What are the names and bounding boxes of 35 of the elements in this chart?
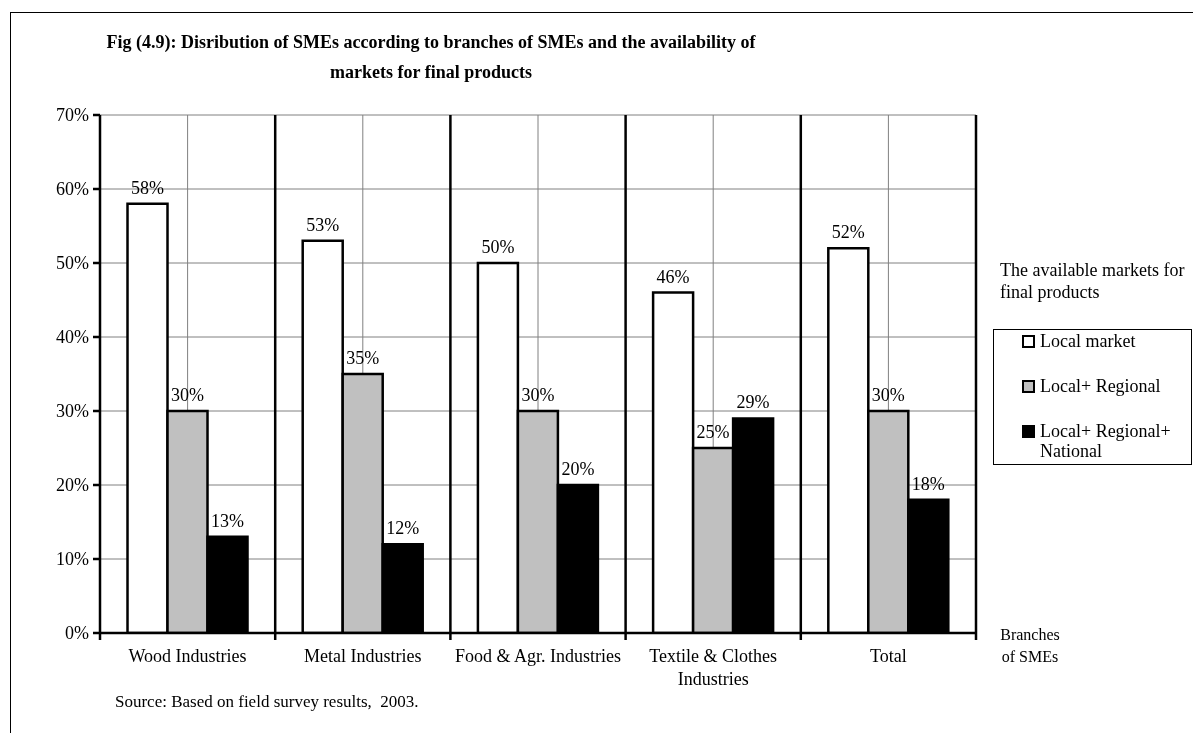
y-tick-label: 30% (56, 401, 89, 422)
legend-label: Local+ Regional (1040, 376, 1162, 396)
x-tick-label: Metal Industries (304, 645, 422, 666)
data-label: 20% (561, 459, 595, 479)
legend-title: The available markets for final products (1000, 259, 1186, 303)
data-label: 18% (911, 473, 945, 494)
x-tick-label: Food & Agr. Industries (454, 645, 622, 666)
y-tick-label: 0% (65, 623, 89, 644)
y-tick-label: 50% (56, 253, 89, 274)
data-label: 12% (386, 518, 420, 539)
data-label: 13% (211, 510, 245, 531)
data-label: 52% (831, 222, 865, 243)
data-label: 29% (736, 392, 770, 413)
data-label: 30% (871, 385, 905, 405)
data-label: 53% (306, 214, 340, 235)
data-label: 58% (131, 177, 165, 198)
y-tick-label: 60% (56, 179, 89, 200)
data-label: 30% (171, 385, 205, 405)
legend-label: Local+ Regional+ National (1040, 421, 1172, 461)
data-label: 25% (696, 422, 730, 442)
y-tick-label: 20% (56, 475, 89, 496)
data-label: 35% (346, 348, 380, 368)
y-tick-label: 10% (56, 549, 89, 570)
y-tick-label: 40% (56, 327, 89, 348)
x-tick-label: Total (870, 645, 907, 666)
chart-title: Fig (4.9): Disribution of SMEs according to branches of SMEs and the availability of markets for final products (105, 31, 757, 84)
data-label: 30% (521, 385, 555, 405)
x-tick-label: Wood Industries (128, 645, 247, 666)
legend-label: Local market (1040, 331, 1137, 351)
data-label: 46% (656, 266, 690, 287)
x-tick-label: Textile & Clothes Industries (649, 645, 778, 690)
y-tick-label: 70% (56, 105, 89, 126)
x-axis-title: Branches of SMEs (999, 625, 1061, 667)
data-label: 50% (481, 237, 515, 257)
source-note: Source: Based on field survey results, 2003. (115, 692, 419, 712)
